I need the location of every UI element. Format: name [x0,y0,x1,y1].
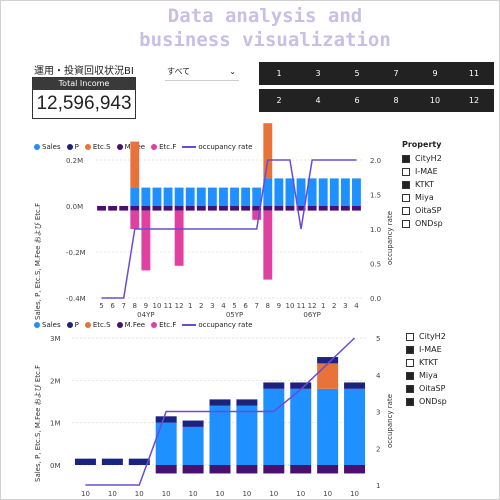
month-tile-10[interactable]: 10 [415,89,455,112]
dropdown-selected: すべて [167,67,191,76]
legend-occupancy: occupancy rate [198,321,253,329]
slicer-item-oitasp[interactable]: OitaSP [402,204,443,217]
property-filter-dropdown[interactable]: すべて ⌄ [165,63,239,81]
slicer-item-label: KTKT [419,358,439,367]
checkbox-empty-icon[interactable] [402,193,410,202]
legend-m-fee: M.Fee [124,321,146,329]
checkbox-empty-icon[interactable] [406,332,414,341]
title-line-2: business visualization [139,29,391,51]
legend-etc-f: Etc.F [159,321,177,329]
slicer-title: Property [402,140,442,149]
chart2-legend: Sales P Etc.S M.Fee Etc.F occupancy rate [34,321,252,329]
month-tile-2[interactable]: 2 [259,89,299,112]
slicer-item-label: CityH2 [419,332,446,341]
slicer-item-i-mae[interactable]: I-MAE [406,343,447,356]
chart1-legend: Sales P Etc.S M.Fee Etc.F occupancy rate [34,143,252,151]
legend-etc-f: Etc.F [159,143,177,151]
slicer-item-cityh2[interactable]: CityH2 [406,330,447,343]
kpi-value: 12,596,943 [36,93,132,114]
month-tile-5[interactable]: 5 [337,62,377,85]
month-tile-8[interactable]: 8 [376,89,416,112]
month-tile-4[interactable]: 4 [298,89,338,112]
chevron-down-icon: ⌄ [229,67,236,76]
legend-m-fee: M.Fee [124,143,146,151]
checkbox-checked-icon[interactable] [402,180,410,189]
legend-p: P [74,321,79,329]
checkbox-empty-icon[interactable] [402,219,410,228]
legend-sales: Sales [42,321,61,329]
kpi-label: Total Income [33,78,135,90]
legend-sales: Sales [42,143,61,151]
checkbox-checked-icon[interactable] [406,345,414,354]
slicer-item-i-mae[interactable]: I-MAE [402,165,443,178]
slicer-item-ktkt[interactable]: KTKT [406,356,447,369]
slicer-item-label: I-MAE [415,167,438,176]
slicer-item-cityh2[interactable]: CityH2 [402,152,443,165]
slicer-item-label: I-MAE [419,345,442,354]
checkbox-empty-icon[interactable] [402,206,410,215]
report-title: 運用・投資回収状況BI [34,66,134,77]
slicer-item-ondsp[interactable]: ONDsp [402,217,443,230]
slicer-item-label: ONDsp [419,397,447,406]
slicer-item-label: KTKT [415,180,435,189]
checkbox-empty-icon[interactable] [402,167,410,176]
slicer-item-ktkt[interactable]: KTKT [402,178,443,191]
checkbox-checked-icon[interactable] [402,154,410,163]
checkbox-checked-icon[interactable] [406,371,414,380]
legend-etc-s: Etc.S [92,143,111,151]
slicer-item-label: CityH2 [415,154,442,163]
slicer-item-label: ONDsp [415,219,443,228]
legend-p: P [74,143,79,151]
checkbox-empty-icon[interactable] [406,358,414,367]
month-tile-6[interactable]: 6 [337,89,377,112]
slicer-item-label: Miya [419,371,438,380]
month-tile-12[interactable]: 12 [454,89,494,112]
slicer-item-oitasp[interactable]: OitaSP [406,382,447,395]
slicer-item-miya[interactable]: Miya [406,369,447,382]
month-tile-11[interactable]: 11 [454,62,494,85]
slicer-item-miya[interactable]: Miya [402,191,443,204]
month-tile-1[interactable]: 1 [259,62,299,85]
legend-etc-s: Etc.S [92,321,111,329]
total-income-card: Total Income 12,596,943 [32,77,136,119]
month-tile-7[interactable]: 7 [376,62,416,85]
property-slicer-bottom: CityH2 I-MAE KTKT Miya OitaSP ONDsp [406,330,447,408]
slicer-item-label: Miya [415,193,434,202]
month-tile-3[interactable]: 3 [298,62,338,85]
checkbox-checked-icon[interactable] [406,397,414,406]
slicer-item-label: OitaSP [419,384,446,393]
slicer-item-ondsp[interactable]: ONDsp [406,395,447,408]
title-line-1: Data analysis and [167,5,363,27]
checkbox-checked-icon[interactable] [406,384,414,393]
legend-occupancy: occupancy rate [198,143,253,151]
slicer-item-label: OitaSP [415,206,442,215]
month-tile-9[interactable]: 9 [415,62,455,85]
property-slicer-top: Property CityH2 I-MAE KTKT Miya OitaSP ONDsp [402,140,443,230]
page-title: Data analysis and business visualization [100,4,430,52]
